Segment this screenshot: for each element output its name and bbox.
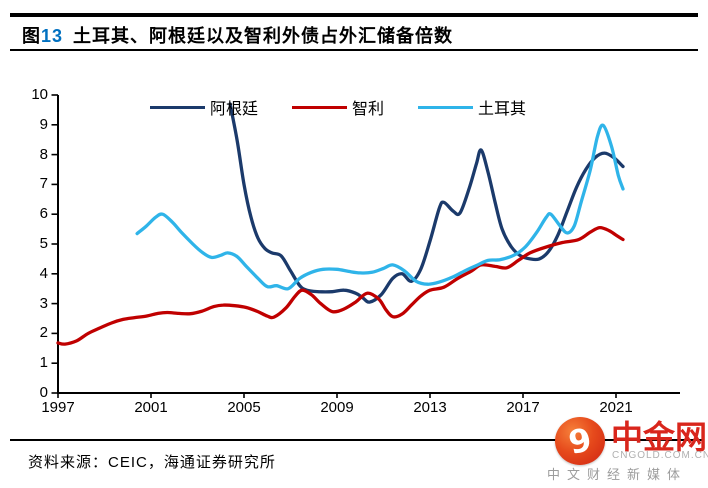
x-tick-label-2001: 2001 — [134, 399, 168, 416]
y-tick-label-5: 5 — [39, 235, 48, 252]
y-tick-label-6: 6 — [39, 205, 48, 223]
legend-line-swatch-turkey — [418, 105, 474, 109]
series-line-chile — [56, 225, 625, 346]
brand-tagline: 中文财经新媒体 — [547, 467, 688, 482]
legend-line-swatch-argentina — [150, 105, 205, 109]
footer-rule — [10, 439, 702, 441]
cloud-swirl-icon: 9 — [555, 417, 605, 465]
x-tick-label-2021: 2021 — [599, 399, 633, 416]
x-tick-label-2009: 2009 — [320, 399, 354, 416]
x-tick-label-2013: 2013 — [413, 399, 447, 416]
y-tick-label-0: 0 — [39, 384, 48, 401]
title-top-rule — [10, 13, 698, 17]
figure-title: 图13 土耳其、阿根廷以及智利外债占外汇储备倍数 — [22, 22, 453, 48]
legend-item-argentina: 阿根廷 — [150, 95, 258, 119]
title-bottom-rule — [10, 49, 698, 51]
y-tick-label-3: 3 — [39, 294, 48, 312]
y-tick-label-10: 10 — [31, 86, 48, 103]
chart-legend: 阿根廷 智利 土耳其 — [150, 95, 526, 119]
y-tick-label-7: 7 — [39, 175, 48, 193]
figure-label-number: 13 — [41, 26, 64, 46]
brand-domain: CNGOLD.COM.CN — [612, 450, 708, 461]
axes — [57, 95, 680, 394]
legend-label-turkey: 土耳其 — [478, 101, 527, 118]
legend-label-chile: 智利 — [352, 101, 385, 118]
legend-item-turkey: 土耳其 — [418, 95, 526, 119]
y-tick-label-2: 2 — [39, 324, 48, 342]
brand-name: 中金网 — [611, 419, 708, 455]
legend-label-argentina: 阿根廷 — [210, 101, 259, 118]
x-tick-label-2005: 2005 — [227, 399, 261, 416]
figure-title-text: 土耳其、阿根廷以及智利外债占外汇储备倍数 — [73, 26, 454, 46]
x-tick-label-1997: 1997 — [41, 399, 75, 416]
legend-item-chile: 智利 — [292, 95, 384, 119]
x-tick-label-2017: 2017 — [506, 399, 540, 416]
y-tick-label-4: 4 — [39, 264, 48, 282]
source-note: 资料来源：CEIC，海通证券研究所 — [28, 454, 276, 471]
y-tick-label-1: 1 — [39, 354, 48, 372]
y-tick-label-8: 8 — [39, 145, 48, 163]
series-line-turkey — [135, 123, 625, 291]
cngold-logo: 9 中金网 CNGOLD.COM.CN 中文财经新媒体 — [545, 414, 708, 484]
figure-label-char: 图 — [22, 26, 41, 46]
series-line-argentina — [228, 102, 625, 304]
y-tick-label-9: 9 — [39, 115, 48, 133]
legend-line-swatch-chile — [292, 105, 348, 109]
